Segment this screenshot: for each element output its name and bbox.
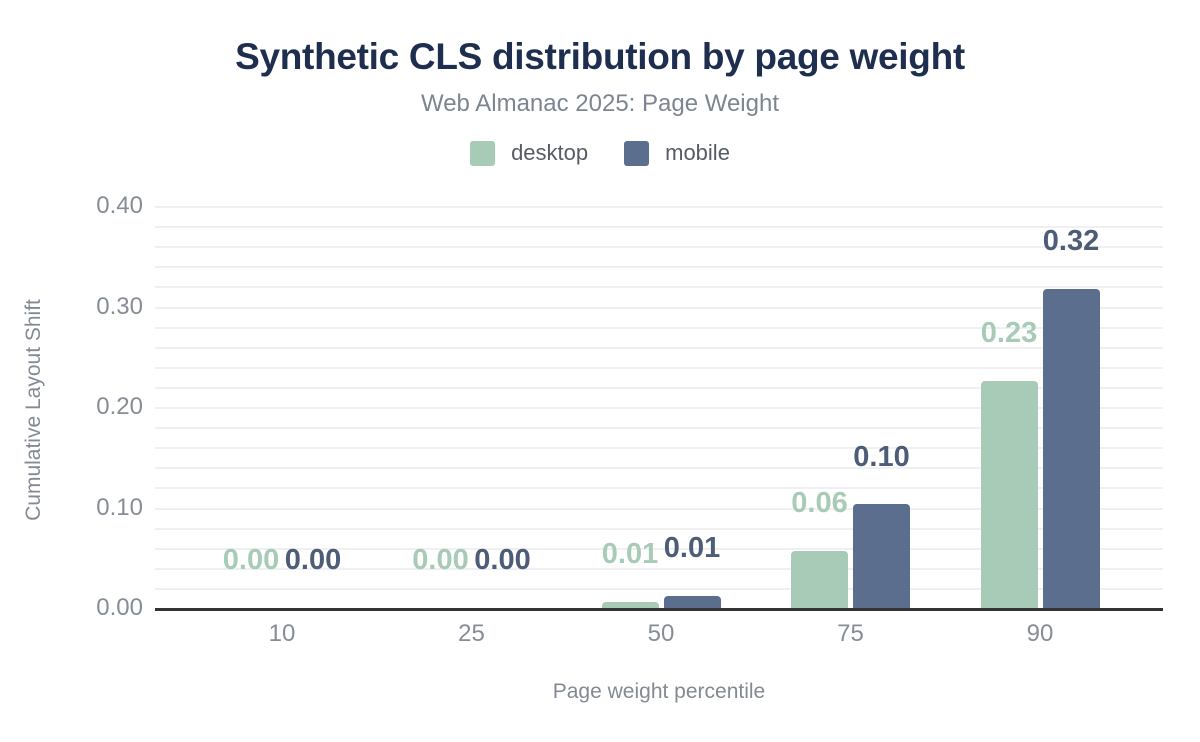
gridline (155, 567, 1163, 570)
gridline (155, 286, 1163, 289)
bar-desktop-p50 (601, 601, 659, 608)
y-tick-label: 0.40 (96, 192, 143, 219)
legend-swatch-mobile-icon (624, 140, 650, 166)
bar-desktop-p75 (791, 550, 848, 608)
gridline (155, 206, 1163, 208)
y-tick-label: 0.30 (96, 292, 143, 320)
gridline (155, 407, 1163, 409)
bar-value-label-mobile-p50: 0.01 (663, 531, 721, 564)
gridline (155, 226, 1163, 229)
bar-value-label-desktop-p50: 0.01 (601, 537, 659, 570)
y-tick-label: 0.00 (96, 594, 143, 621)
y-tick-label: 0.20 (96, 393, 143, 420)
bar-desktop-p90 (980, 380, 1038, 608)
bar-mobile-p75 (853, 504, 910, 608)
bar-mobile-p90 (1042, 289, 1100, 608)
gridline (155, 427, 1163, 430)
x-axis-title: Page weight percentile (552, 680, 766, 703)
legend-label-mobile: mobile (665, 140, 730, 165)
y-axis-title: Cumulative Layout Shift (22, 299, 45, 521)
chart-title: Synthetic CLS distribution by page weigh… (235, 36, 965, 77)
gridline (155, 507, 1163, 510)
bar-value-label-mobile-p90: 0.32 (1042, 225, 1100, 258)
gridline (155, 246, 1163, 249)
x-tick-label-50: 50 (647, 620, 675, 647)
gridline (155, 346, 1163, 349)
legend-item-mobile[interactable]: mobile (624, 140, 730, 166)
bar-value-label-mobile-p75: 0.10 (853, 440, 910, 473)
legend-label-desktop: desktop (511, 140, 589, 165)
legend-item-desktop[interactable]: desktop (470, 140, 588, 166)
legend: desktop mobile (0, 138, 1200, 168)
gridline (155, 487, 1163, 490)
chart-subtitle: Web Almanac 2025: Page Weight (420, 90, 779, 117)
gridline (155, 587, 1163, 590)
bar-value-label-mobile-p25: 0.00 (474, 544, 531, 576)
bar-value-label-desktop-p10: 0.00 (222, 544, 280, 576)
x-tick-label-75: 75 (837, 620, 864, 647)
y-tick-label: 0.10 (96, 493, 143, 521)
x-tick-label-10: 10 (268, 620, 296, 647)
gridline (155, 467, 1163, 470)
bar-value-label-desktop-p25: 0.00 (412, 544, 469, 576)
bar-value-label-mobile-p10: 0.00 (284, 544, 342, 576)
x-axis-line (155, 608, 1163, 611)
bar-value-label-desktop-p90: 0.23 (980, 316, 1038, 349)
gridline (155, 306, 1163, 309)
x-tick-label-25: 25 (458, 620, 485, 647)
gridline (155, 266, 1163, 269)
x-tick-label-90: 90 (1026, 620, 1054, 647)
gridline (155, 527, 1163, 530)
bar-mobile-p50 (663, 595, 721, 608)
bar-value-label-desktop-p75: 0.06 (791, 486, 848, 519)
gridline (155, 447, 1163, 450)
gridline (155, 366, 1163, 369)
gridline (155, 547, 1163, 550)
gridline (155, 386, 1163, 389)
gridline (155, 326, 1163, 329)
legend-swatch-desktop-icon (470, 140, 496, 166)
